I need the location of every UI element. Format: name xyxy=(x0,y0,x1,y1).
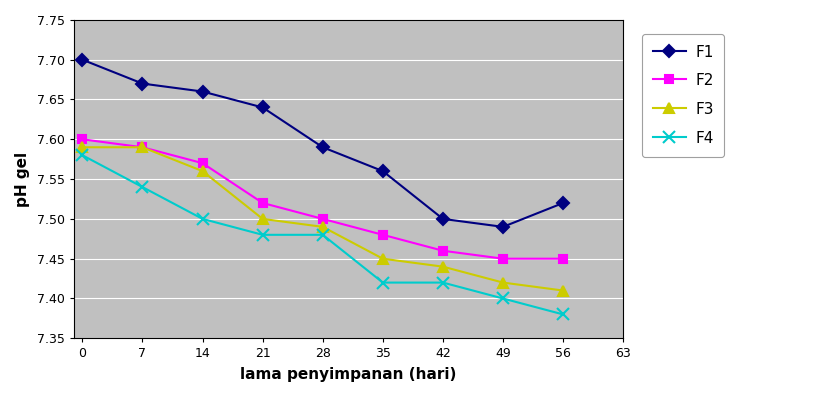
F4 xyxy=(197,217,207,221)
F3 xyxy=(437,264,447,269)
F1 xyxy=(77,57,87,62)
Line: F4: F4 xyxy=(77,150,568,320)
F1 xyxy=(378,169,387,174)
F2 xyxy=(378,232,387,237)
F1 xyxy=(318,145,328,150)
F3 xyxy=(257,217,267,221)
F4 xyxy=(378,280,387,285)
Line: F3: F3 xyxy=(78,142,568,295)
Line: F1: F1 xyxy=(78,56,567,231)
F3 xyxy=(318,224,328,229)
F2 xyxy=(497,256,507,261)
F2 xyxy=(257,201,267,205)
F4 xyxy=(77,153,87,158)
F2 xyxy=(437,248,447,253)
F4 xyxy=(257,232,267,237)
F2 xyxy=(318,217,328,221)
F1 xyxy=(257,105,267,110)
F4 xyxy=(318,232,328,237)
F3 xyxy=(197,169,207,174)
F2 xyxy=(138,145,147,150)
F2 xyxy=(77,137,87,142)
F2 xyxy=(197,161,207,166)
F3 xyxy=(378,256,387,261)
F2 xyxy=(558,256,568,261)
F3 xyxy=(77,145,87,150)
F1 xyxy=(138,81,147,86)
X-axis label: lama penyimpanan (hari): lama penyimpanan (hari) xyxy=(240,367,456,382)
F4 xyxy=(558,312,568,317)
Y-axis label: pH gel: pH gel xyxy=(15,152,29,207)
Legend: F1, F2, F3, F4: F1, F2, F3, F4 xyxy=(641,34,724,157)
F1 xyxy=(497,224,507,229)
F4 xyxy=(497,296,507,301)
F1 xyxy=(558,201,568,205)
F3 xyxy=(138,145,147,150)
F1 xyxy=(197,89,207,94)
F4 xyxy=(138,185,147,189)
F4 xyxy=(437,280,447,285)
F1 xyxy=(437,217,447,221)
F3 xyxy=(558,288,568,293)
Line: F2: F2 xyxy=(78,135,567,263)
F3 xyxy=(497,280,507,285)
